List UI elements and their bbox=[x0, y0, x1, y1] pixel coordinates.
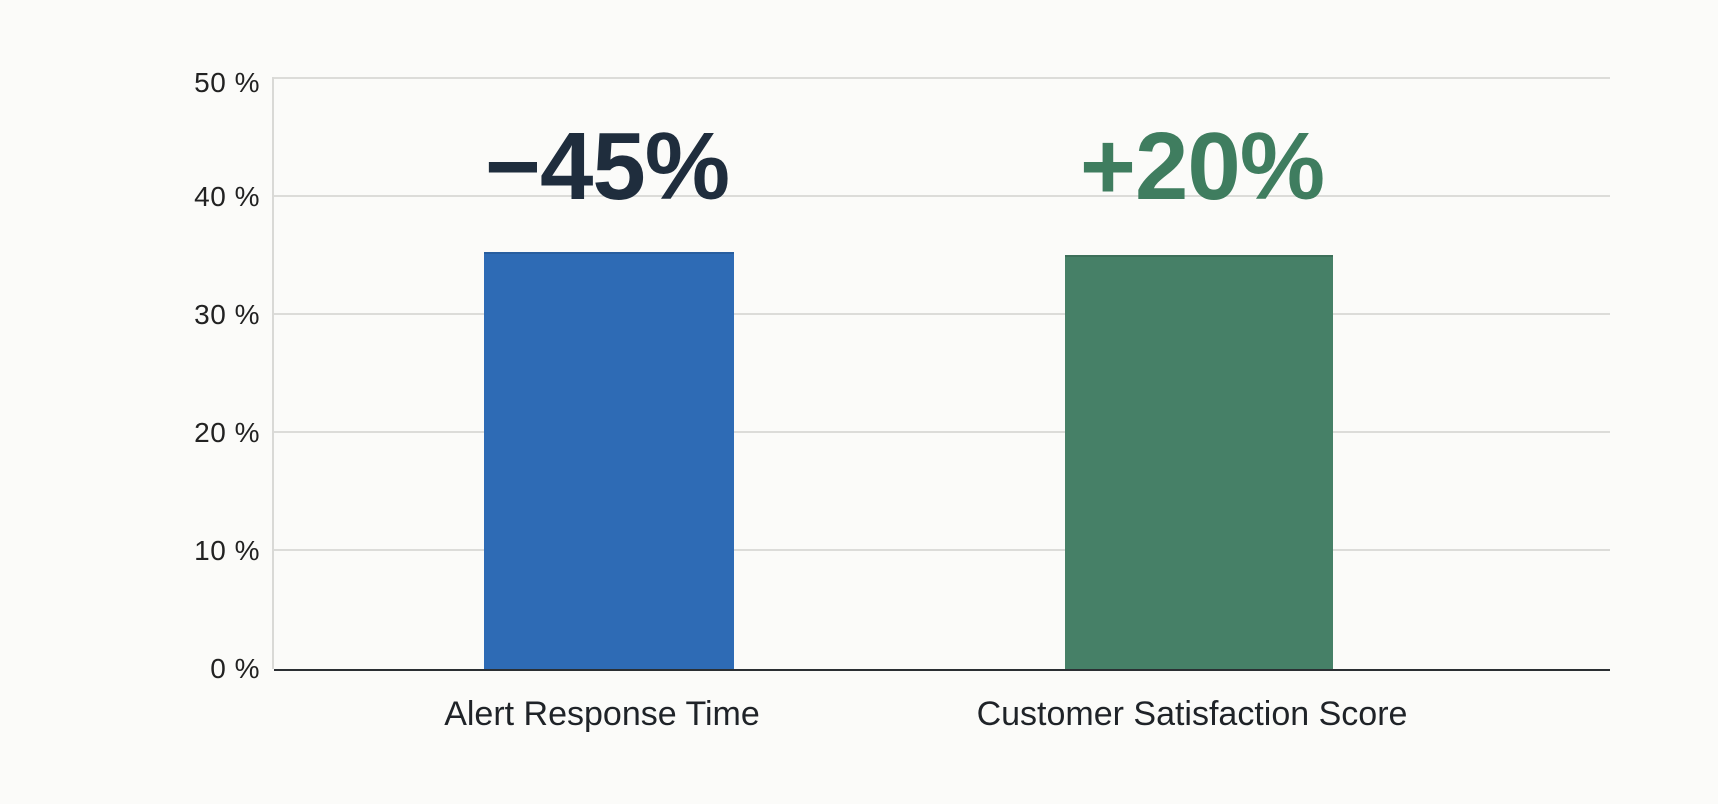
y-tick-10: 10 % bbox=[194, 535, 260, 566]
y-tick-20: 20 % bbox=[194, 417, 260, 448]
gridline-30 bbox=[274, 313, 1610, 315]
bar-customer-satisfaction-score bbox=[1065, 255, 1333, 669]
x-label-customer-satisfaction-score: Customer Satisfaction Score bbox=[976, 695, 1408, 733]
plot-area bbox=[272, 77, 1610, 671]
y-tick-50: 50 % bbox=[194, 67, 260, 98]
gridline-50 bbox=[274, 77, 1610, 79]
x-axis-line bbox=[274, 669, 1610, 671]
gridline-20 bbox=[274, 431, 1610, 433]
y-tick-0: 0 % bbox=[210, 653, 260, 684]
gridline-10 bbox=[274, 549, 1610, 551]
bar-alert-response-time bbox=[484, 252, 734, 669]
x-label-alert-response-time: Alert Response Time bbox=[444, 695, 760, 733]
gridline-40 bbox=[274, 195, 1610, 197]
y-tick-30: 30 % bbox=[194, 299, 260, 330]
y-tick-40: 40 % bbox=[194, 181, 260, 212]
annotation-alert-response-time: −45% bbox=[484, 113, 730, 220]
annotation-customer-satisfaction-score: +20% bbox=[1079, 113, 1325, 220]
